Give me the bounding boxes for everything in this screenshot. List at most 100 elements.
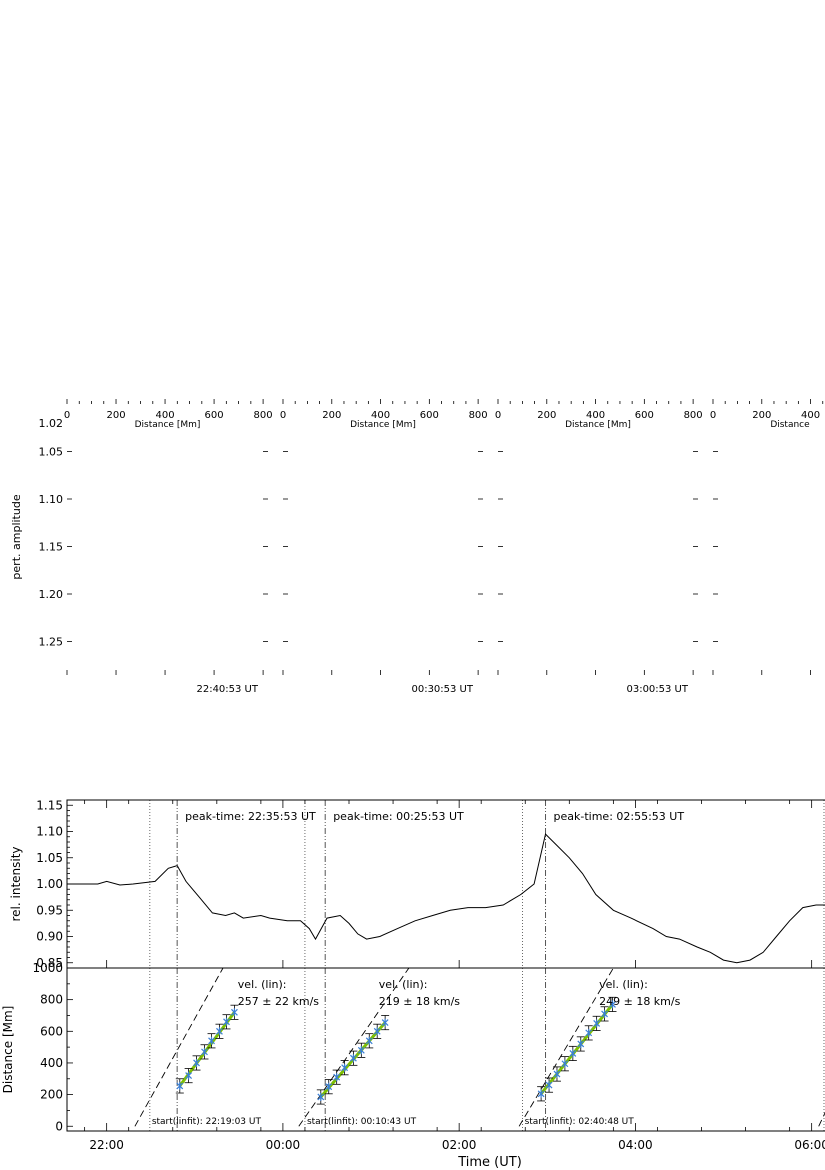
y-tick-label: 0.95	[36, 903, 63, 917]
y-tick-label: 800	[40, 993, 63, 1007]
velocity-value: 219 ± 18 km/s	[379, 995, 460, 1008]
peak-time-label: peak-time: 00:25:53 UT	[333, 810, 464, 823]
x-tick-label: 800	[684, 410, 703, 421]
data-point	[585, 1028, 593, 1037]
x-tick-label: 200	[752, 410, 771, 421]
x-tick-label: 0	[495, 410, 501, 421]
axes-box	[66, 799, 825, 969]
fit-group-2: vel. (lin): 219 ± 18 km/s start(linfit): 0…	[298, 968, 460, 1127]
x-tick-label: 600	[420, 410, 439, 421]
data-point	[317, 1092, 325, 1101]
y-tick-label: 1.05	[36, 851, 63, 865]
velocity-value: 257 ± 22 km/s	[238, 995, 319, 1008]
timestamp-label: 22:40:53 UT	[196, 684, 258, 695]
linear-fit-line	[134, 968, 224, 1127]
data-point	[593, 1019, 601, 1028]
velocity-label: vel. (lin):	[379, 978, 428, 991]
data-point	[208, 1036, 215, 1045]
data-point	[569, 1049, 577, 1058]
x-tick-label: 800	[254, 410, 273, 421]
data-point	[357, 1046, 365, 1055]
x-tick-label: 400	[371, 410, 390, 421]
data-point	[231, 1008, 238, 1017]
x-tick-label: 400	[586, 410, 605, 421]
timestamp-label: 03:00:53 UT	[626, 684, 688, 695]
amplitude-profile-line	[713, 404, 815, 642]
x-tick-label: 600	[635, 410, 654, 421]
data-point	[349, 1054, 357, 1063]
data-point	[223, 1017, 230, 1026]
intensity-panel: peak-time: 22:35:53 UT peak-time: 00:25:5…	[67, 800, 825, 968]
x-axis-label: Distance	[770, 420, 810, 430]
x-tick-label: 0	[280, 410, 286, 421]
linear-fit-line	[818, 1111, 825, 1127]
x-tick-label: 200	[106, 410, 125, 421]
fit-segment	[539, 1003, 614, 1095]
data-point	[373, 1027, 381, 1036]
velocity-label: vel. (lin):	[599, 978, 648, 991]
data-point	[365, 1036, 373, 1045]
x-tick-label: 22:00	[89, 1138, 124, 1152]
peak-time-label: peak-time: 02:55:53 UT	[554, 810, 685, 823]
pert-panel-3	[498, 404, 698, 670]
linear-fit-line	[518, 968, 614, 1127]
x-axis-label: Time (UT)	[457, 1155, 522, 1170]
start-fit-label: start(linfit): 02:40:48 UT	[525, 1117, 635, 1127]
y-tick-label: 1000	[32, 961, 63, 975]
data-point	[341, 1063, 349, 1072]
intensity-line	[67, 833, 825, 964]
x-axis-label: Distance [Mm]	[565, 420, 631, 430]
data-point	[201, 1047, 208, 1056]
velocity-label: vel. (lin):	[238, 978, 287, 991]
x-axis-label: Distance [Mm]	[350, 420, 416, 430]
timestamp-label: 00:30:53 UT	[411, 684, 473, 695]
y-tick-label: 0	[55, 1119, 63, 1133]
x-tick-label: 04:00	[618, 1138, 653, 1152]
y-tick-label: 1.15	[36, 798, 63, 812]
x-tick-label: 0	[710, 410, 716, 421]
gaussian-fit-line	[759, 404, 796, 651]
data-point	[553, 1070, 561, 1079]
y-tick-label: 1.25	[39, 636, 64, 649]
x-tick-label: 400	[156, 410, 175, 421]
threshold-tick-label: 1.02	[39, 417, 64, 430]
y-tick-label: 1.00	[36, 877, 63, 891]
linear-fit-line	[298, 968, 410, 1127]
y-tick-label: 1.20	[39, 588, 64, 601]
amplitude-profile-line	[67, 404, 263, 632]
data-point	[216, 1027, 223, 1036]
pert-panel-4	[713, 404, 825, 670]
x-tick-label: 200	[322, 410, 341, 421]
y-axis-label: rel. intensity	[9, 846, 23, 921]
y-tick-label: 1.05	[39, 446, 64, 459]
y-axis-label: pert. amplitude	[10, 494, 23, 579]
distance-time-panel: vel. (lin): 257 ± 22 km/s start(linfit): 2…	[134, 968, 825, 1131]
x-tick-label: 0	[64, 410, 70, 421]
axes-box	[66, 967, 825, 1132]
y-tick-label: 0.85	[36, 956, 63, 970]
data-point	[561, 1059, 569, 1068]
y-tick-label: 1.10	[36, 825, 63, 839]
y-tick-label: 200	[40, 1088, 63, 1102]
pert-panel-1	[67, 404, 268, 670]
data-point	[537, 1089, 545, 1098]
data-point	[176, 1081, 184, 1090]
data-point	[609, 1000, 616, 1009]
y-tick-label: 0.90	[36, 930, 63, 944]
y-tick-label: 400	[40, 1056, 63, 1070]
start-fit-label: start(linfit): 00:10:43 UT	[307, 1117, 417, 1127]
fit-group-1: vel. (lin): 257 ± 22 km/s start(linfit): 2…	[134, 968, 319, 1127]
velocity-value: 249 ± 18 km/s	[599, 995, 680, 1008]
peak-time-label: peak-time: 22:35:53 UT	[185, 810, 316, 823]
data-point	[185, 1071, 193, 1080]
data-point	[601, 1009, 608, 1018]
data-point	[325, 1082, 333, 1091]
y-tick-label: 1.15	[39, 541, 64, 554]
start-fit-label: start(linfit): 22:19:03 UT	[152, 1117, 262, 1127]
y-tick-label: 600	[40, 1024, 63, 1038]
fit-group-3: vel. (lin): 249 ± 18 km/s start(linfit): 0…	[518, 968, 681, 1127]
x-tick-label: 00:00	[266, 1138, 301, 1152]
pert-panel-2	[283, 404, 483, 670]
data-point	[333, 1073, 341, 1082]
